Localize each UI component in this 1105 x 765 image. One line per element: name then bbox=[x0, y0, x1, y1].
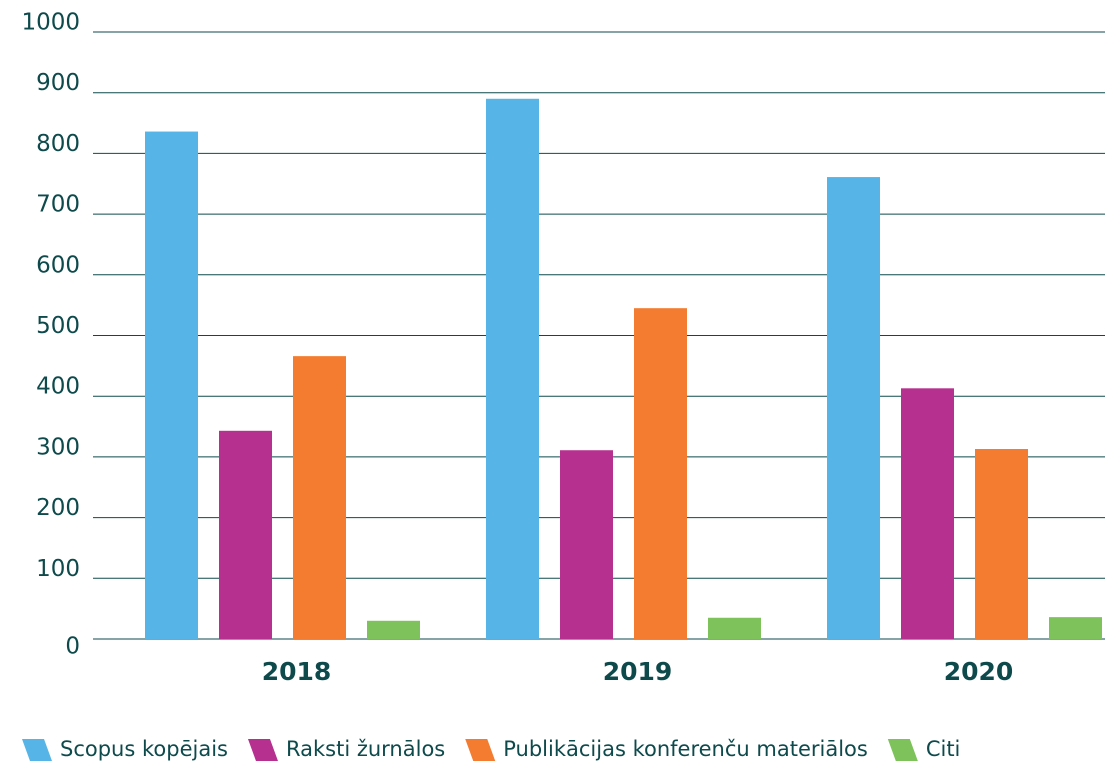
bar bbox=[975, 449, 1028, 639]
y-tick-label: 0 bbox=[65, 634, 80, 660]
legend-swatch bbox=[247, 739, 278, 761]
y-tick-label: 600 bbox=[36, 252, 80, 278]
x-tick-label: 2020 bbox=[944, 657, 1014, 686]
legend-label: Citi bbox=[926, 737, 961, 761]
bar bbox=[367, 620, 420, 639]
legend-label: Publikācijas konferenču materiālos bbox=[503, 737, 868, 761]
x-tick-label: 2019 bbox=[603, 657, 673, 686]
legend-swatch bbox=[465, 739, 496, 761]
y-tick-label: 400 bbox=[36, 374, 80, 400]
y-tick-label: 700 bbox=[36, 192, 80, 218]
bar bbox=[1049, 617, 1102, 639]
bar bbox=[560, 450, 613, 639]
bar bbox=[219, 430, 272, 639]
bar bbox=[634, 308, 687, 639]
y-tick-label: 500 bbox=[36, 313, 80, 339]
bar bbox=[145, 131, 198, 639]
legend-label: Raksti žurnālos bbox=[286, 737, 445, 761]
y-tick-label: 300 bbox=[36, 434, 80, 460]
bar bbox=[708, 617, 761, 639]
y-tick-label: 200 bbox=[36, 495, 80, 521]
bar bbox=[901, 388, 954, 639]
y-tick-label: 800 bbox=[36, 131, 80, 157]
legend-swatch bbox=[22, 739, 52, 761]
y-tick-label: 900 bbox=[36, 70, 80, 96]
bar bbox=[486, 98, 539, 639]
bar bbox=[293, 356, 346, 639]
bar bbox=[827, 177, 880, 639]
legend-swatch bbox=[887, 739, 918, 761]
x-tick-label: 2018 bbox=[262, 657, 332, 686]
y-tick-label: 1000 bbox=[21, 10, 80, 36]
legend-label: Scopus kopējais bbox=[60, 737, 228, 761]
y-tick-label: 100 bbox=[36, 556, 80, 582]
